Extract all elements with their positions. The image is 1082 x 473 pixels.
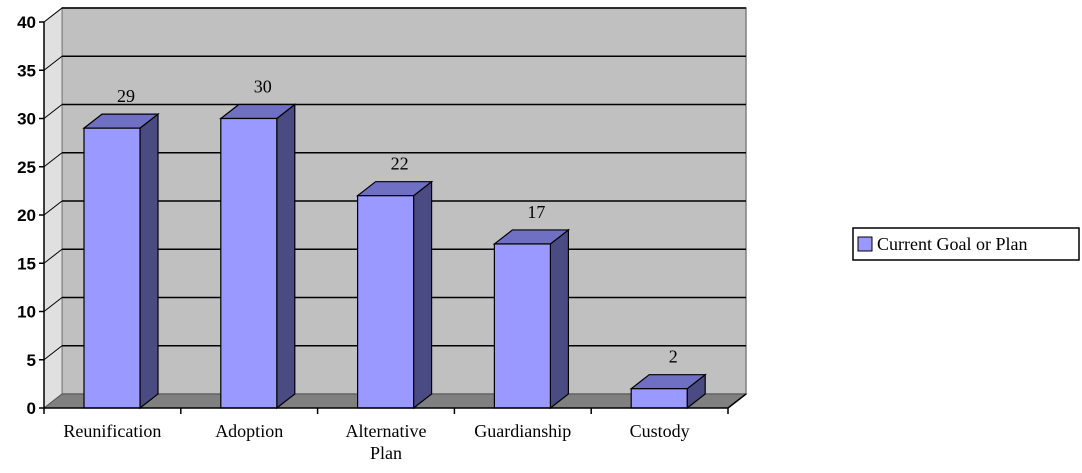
x-tick-label: Alternative Plan [346, 421, 427, 463]
gridline-side [43, 7, 63, 23]
legend-swatch [857, 236, 873, 252]
y-tick-label: 40 [17, 13, 36, 32]
gridline-side [43, 297, 63, 312]
y-tick-label: 5 [27, 351, 36, 370]
y-tick-label: 30 [17, 110, 36, 129]
data-label: 17 [527, 202, 545, 222]
y-tick-label: 20 [17, 206, 36, 225]
data-label: 22 [391, 154, 409, 174]
bar-side [276, 103, 296, 410]
data-label: 29 [117, 86, 135, 106]
axes [39, 21, 747, 414]
bar-front [630, 388, 688, 409]
bar-side [413, 180, 433, 410]
legend: Current Goal or Plan [852, 227, 1080, 261]
bar-side [549, 228, 570, 410]
legend-box [852, 227, 1080, 261]
y-tick-label: 25 [17, 158, 36, 177]
x-tick-label: Custody [630, 421, 690, 441]
data-label: 2 [669, 347, 678, 367]
bar-front [220, 117, 278, 409]
bar [629, 373, 707, 410]
gridline-side [43, 55, 63, 71]
bars [82, 103, 707, 410]
bar-front [83, 127, 141, 409]
gridline-side [43, 345, 63, 361]
gridline-side [43, 248, 63, 264]
x-axis-depth-line [727, 393, 747, 409]
bar [82, 112, 160, 410]
gridline-side [43, 200, 63, 216]
bar-side [139, 112, 159, 410]
bar-front [357, 195, 415, 409]
bar [355, 180, 434, 410]
gridline-side [43, 104, 63, 119]
x-tick-label: Reunification [63, 421, 161, 441]
bar-front [493, 243, 551, 409]
data-label: 30 [254, 77, 272, 97]
y-tick-label: 15 [17, 254, 36, 273]
y-tick-label: 35 [17, 61, 36, 80]
bar [219, 103, 297, 410]
bar [492, 228, 571, 410]
x-tick-label: Adoption [215, 421, 283, 441]
data-labels: 29 30 22 17 2 [117, 77, 678, 367]
y-axis-tick-labels: 0 5 10 15 20 25 30 35 40 [17, 13, 36, 418]
legend-label: Current Goal or Plan [877, 234, 1027, 254]
y-tick-label: 0 [27, 399, 36, 418]
x-tick-label: Guardianship [474, 421, 571, 441]
gridline-side [43, 152, 63, 168]
x-axis-tick-labels: Reunification Adoption Alternative Plan Guar… [63, 421, 689, 463]
y-tick-label: 10 [17, 303, 36, 322]
